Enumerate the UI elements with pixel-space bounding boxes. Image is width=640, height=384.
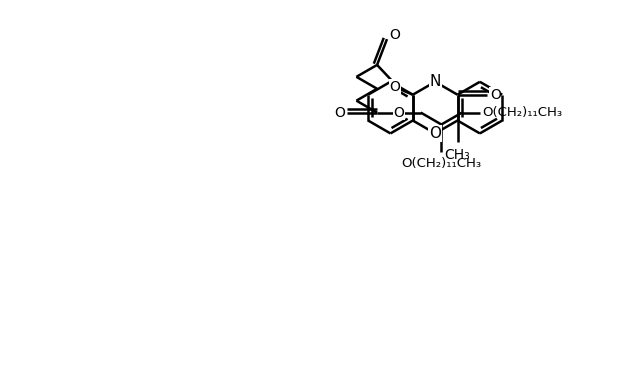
Text: O(CH₂)₁₁CH₃: O(CH₂)₁₁CH₃ bbox=[482, 106, 562, 119]
Text: O: O bbox=[390, 28, 401, 42]
Text: CH₃: CH₃ bbox=[445, 148, 470, 162]
Text: O: O bbox=[334, 106, 345, 119]
Text: O: O bbox=[390, 80, 401, 94]
Text: N: N bbox=[429, 74, 441, 89]
Text: O(CH₂)₁₁CH₃: O(CH₂)₁₁CH₃ bbox=[401, 157, 481, 170]
Text: O: O bbox=[394, 106, 404, 119]
Text: O: O bbox=[429, 126, 441, 141]
Text: O: O bbox=[490, 88, 500, 102]
